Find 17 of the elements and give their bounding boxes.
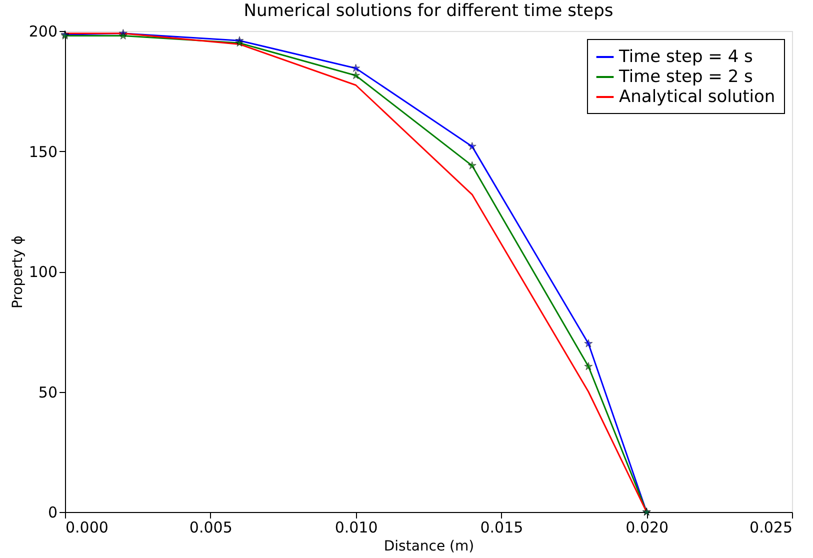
x-tick-label: 0.025 <box>750 518 792 536</box>
y-tick-label: 0 <box>48 504 58 522</box>
legend-label: Time step = 2 s <box>618 67 754 87</box>
y-tick-label: 100 <box>28 263 58 281</box>
legend-label: Time step = 4 s <box>618 47 754 67</box>
y-tick-label: 150 <box>28 142 58 161</box>
x-tick-label: 0.000 <box>66 518 108 536</box>
x-axis-title: Distance (m) <box>384 538 474 554</box>
x-tick-label: 0.005 <box>189 518 232 536</box>
x-tick-label: 0.010 <box>334 518 378 536</box>
y-axis-title: Property ϕ <box>10 236 26 308</box>
y-tick-label: 200 <box>28 22 58 40</box>
x-tick-label: 0.015 <box>480 518 524 536</box>
x-tick-label: 0.020 <box>626 518 669 536</box>
legend-label: Analytical solution <box>619 87 776 107</box>
chart-title: Numerical solutions for different time steps <box>244 1 614 21</box>
y-tick-label: 50 <box>38 383 58 402</box>
